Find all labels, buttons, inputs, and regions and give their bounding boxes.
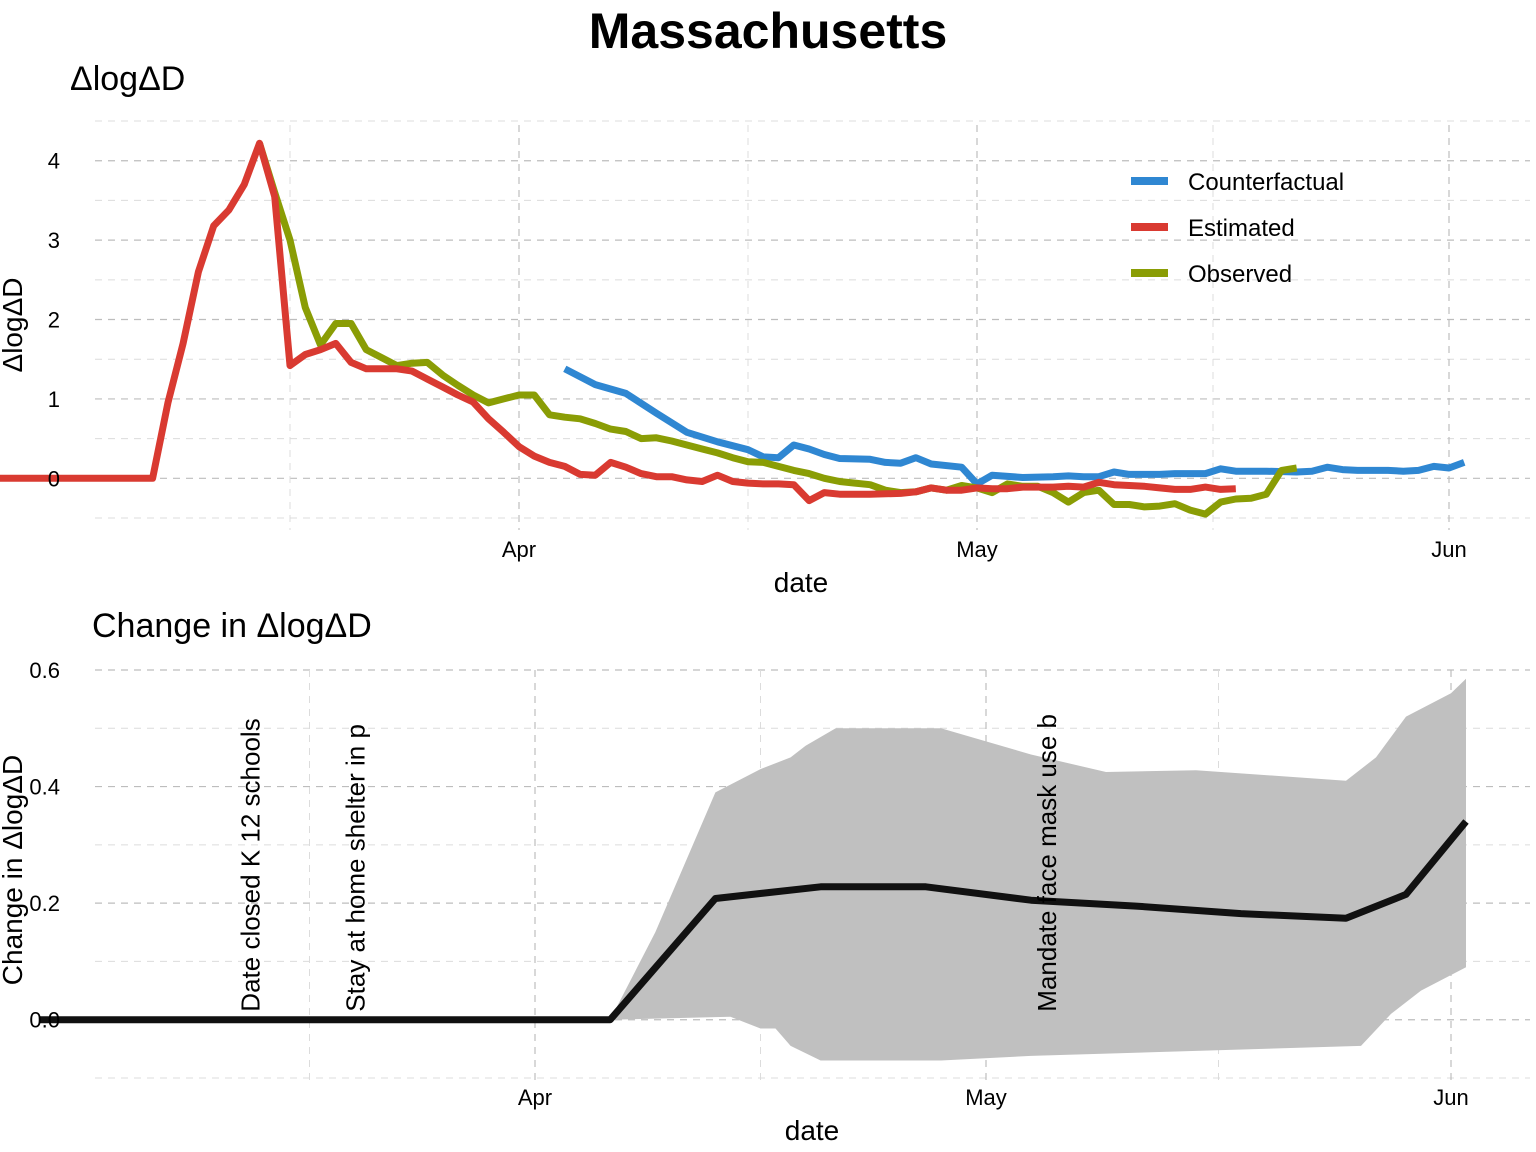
legend-label-observed: Observed (1188, 261, 1292, 288)
bottom-panel-confidence-band (610, 678, 1466, 1061)
top-x-tick-label: May (956, 537, 998, 562)
confidence-band (610, 678, 1466, 1061)
top-x-tick-label: Apr (502, 537, 536, 562)
policy-annotation: Mandate face mask use b (1032, 714, 1062, 1012)
bottom-y-tick-label: 0.0 (29, 1008, 60, 1033)
bottom-y-tick-label: 0.4 (29, 775, 60, 800)
top-panel-title: ΔlogΔD (70, 60, 185, 98)
top-panel-series (0, 139, 1466, 518)
bottom-panel-title: Change in ΔlogΔD (92, 607, 372, 645)
bottom-y-tick-label: 0.2 (29, 891, 60, 916)
bottom-panel-y-ticks: 0.0 0.2 0.4 0.6 (29, 658, 60, 1033)
top-panel-y-axis-title: ΔlogΔD (0, 278, 28, 373)
change-line (38, 819, 1469, 1024)
top-panel-grid (95, 120, 1530, 530)
legend-label-counterfactual: Counterfactual (1188, 169, 1344, 196)
bottom-x-tick-label: Apr (518, 1085, 552, 1110)
series-line-counterfactual (563, 365, 1466, 488)
series-line-observed (256, 142, 1298, 518)
top-panel-y-ticks: 0 1 2 3 4 (48, 149, 60, 492)
top-y-tick-label: 0 (48, 466, 60, 491)
series-line-estimated (0, 139, 1236, 505)
bottom-x-tick-label: Jun (1433, 1085, 1468, 1110)
bottom-y-tick-label: 0.6 (29, 658, 60, 683)
bottom-panel-y-axis-title: Change in ΔlogΔD (0, 755, 28, 985)
top-x-tick-label: Jun (1431, 537, 1466, 562)
bottom-panel-annotations: Date closed K 12 schools Stay at home she… (235, 714, 1062, 1012)
top-y-tick-label: 2 (48, 308, 60, 333)
policy-annotation: Date closed K 12 schools (235, 718, 265, 1011)
top-y-tick-label: 4 (48, 149, 60, 174)
figure-title: Massachusetts (589, 3, 948, 59)
bottom-panel-series (38, 819, 1469, 1024)
top-panel-x-axis-title: date (774, 567, 829, 598)
bottom-panel-x-ticks: Apr May Jun (518, 1085, 1469, 1110)
bottom-panel-x-axis-title: date (785, 1115, 840, 1146)
bottom-x-tick-label: May (965, 1085, 1007, 1110)
policy-annotation: Stay at home shelter in p (341, 724, 371, 1012)
top-panel-x-ticks: Apr May Jun (502, 537, 1467, 562)
legend: Counterfactual Estimated Observed (1131, 169, 1344, 288)
legend-label-estimated: Estimated (1188, 215, 1295, 242)
top-y-tick-label: 1 (48, 387, 60, 412)
top-y-tick-label: 3 (48, 228, 60, 253)
